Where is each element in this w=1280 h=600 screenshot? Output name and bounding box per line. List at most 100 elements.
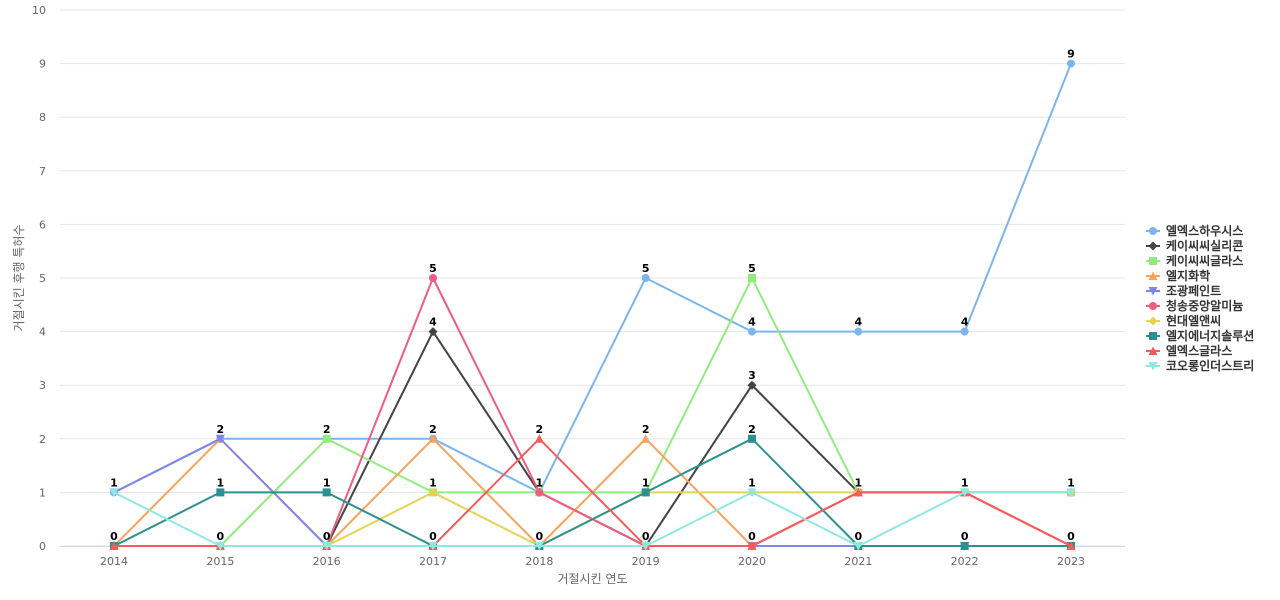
legend-item[interactable]: 코오롱인더스트리: [1146, 358, 1254, 373]
data-label: 1: [110, 476, 118, 489]
data-point: [960, 327, 969, 336]
series-line: [113, 63, 1072, 494]
legend-marker: [1148, 271, 1158, 280]
legend-item[interactable]: 엘엑스글라스: [1146, 343, 1232, 358]
y-tick-label: 0: [39, 540, 46, 553]
data-point: [216, 488, 225, 497]
series-layer: [109, 59, 1076, 551]
legend-marker: [1149, 332, 1157, 340]
data-point: [641, 434, 651, 443]
data-label: 1: [536, 476, 544, 489]
x-axis-ticks: 2014 2015 2016 2017 2018 2019 2020 2021 2022 2023: [100, 555, 1085, 568]
y-tick-label: 4: [39, 326, 46, 339]
x-tick-label: 2019: [632, 555, 660, 568]
data-label: 0: [217, 530, 225, 543]
legend-item[interactable]: 케이씨씨글라스: [1146, 253, 1243, 268]
data-point: [534, 542, 544, 551]
series-6: [110, 274, 1075, 550]
legend-label: 엘지화학: [1166, 268, 1210, 283]
legend-label: 현대엘앤씨: [1166, 313, 1221, 328]
data-label: 5: [748, 262, 756, 275]
data-point: [428, 327, 438, 337]
legend-marker: [1149, 257, 1157, 265]
legend-item[interactable]: 엘지에너지솔루션: [1146, 328, 1254, 343]
y-tick-label: 6: [39, 218, 46, 231]
data-label: 0: [429, 530, 437, 543]
x-tick-label: 2022: [951, 555, 979, 568]
data-point: [853, 542, 863, 551]
legend-label: 케이씨씨글라스: [1166, 253, 1243, 268]
data-label: 3: [748, 369, 756, 382]
data-label: 1: [748, 476, 756, 489]
data-label: 1: [642, 476, 650, 489]
data-point: [747, 541, 757, 550]
data-label: 2: [429, 423, 437, 436]
legend-item[interactable]: 조광페인트: [1146, 283, 1221, 298]
data-point: [641, 488, 650, 497]
legend-item[interactable]: 케이씨씨실리콘: [1146, 238, 1243, 253]
data-label: 0: [961, 530, 969, 543]
legend-marker: [1148, 241, 1158, 251]
data-point: [534, 434, 544, 443]
x-axis-title: 거절시킨 연도: [557, 572, 627, 586]
data-point: [1066, 488, 1076, 497]
legend-item[interactable]: 현대엘앤씨: [1146, 313, 1221, 328]
data-point: [428, 434, 438, 443]
data-point: [215, 434, 225, 444]
data-label: 1: [1067, 476, 1075, 489]
data-point: [960, 488, 970, 497]
legend-item[interactable]: 엘지화학: [1146, 268, 1210, 283]
legend: 엘엑스하우시스케이씨씨실리콘케이씨씨글라스엘지화학조광페인트청송중앙알미늄현대엘…: [1146, 223, 1254, 373]
data-point: [428, 487, 438, 497]
legend-label: 청송중앙알미늄: [1166, 298, 1243, 313]
data-point: [748, 274, 756, 282]
series-10: [109, 488, 1076, 551]
legend-marker: [1148, 316, 1158, 326]
series-line: [113, 437, 1071, 547]
data-label: 4: [429, 316, 437, 329]
data-label: 5: [429, 262, 437, 275]
data-label: 0: [110, 530, 118, 543]
data-point: [1066, 541, 1076, 550]
data-label: 9: [1067, 48, 1075, 61]
x-tick-label: 2020: [738, 555, 766, 568]
data-label: 2: [536, 423, 544, 436]
data-label: 2: [323, 423, 331, 436]
legend-label: 코오롱인더스트리: [1166, 358, 1254, 373]
data-point: [429, 274, 437, 282]
x-tick-label: 2015: [206, 555, 234, 568]
data-point: [428, 542, 438, 551]
data-label: 1: [961, 476, 969, 489]
legend-marker: [1149, 302, 1157, 310]
data-point: [215, 542, 225, 551]
legend-marker: [1148, 287, 1158, 296]
x-tick-label: 2016: [313, 555, 341, 568]
legend-label: 케이씨씨실리콘: [1166, 238, 1243, 253]
y-tick-label: 8: [39, 111, 46, 124]
legend-item[interactable]: 청송중앙알미늄: [1146, 298, 1243, 313]
x-tick-label: 2023: [1057, 555, 1085, 568]
data-point: [322, 488, 331, 497]
y-tick-label: 5: [39, 272, 46, 285]
data-point: [322, 434, 331, 443]
data-label: 1: [323, 476, 331, 489]
series-line: [114, 277, 1072, 547]
series-line: [113, 491, 1071, 547]
y-tick-label: 7: [39, 165, 46, 178]
data-label: 4: [855, 316, 863, 329]
legend-item[interactable]: 엘엑스하우시스: [1146, 223, 1243, 238]
x-tick-label: 2021: [844, 555, 872, 568]
data-label: 2: [642, 423, 650, 436]
legend-marker: [1148, 346, 1158, 355]
data-point: [748, 434, 756, 443]
legend-marker: [1149, 227, 1157, 235]
data-label: 5: [642, 262, 650, 275]
data-label: 2: [217, 423, 225, 436]
y-axis-ticks: 0 1 2 3 4 5 6 7 8 9 10: [32, 4, 46, 553]
data-point: [641, 542, 651, 551]
y-tick-label: 1: [39, 486, 46, 499]
data-point: [1067, 59, 1075, 68]
data-point: [747, 488, 757, 497]
data-label: 4: [748, 316, 756, 329]
y-tick-label: 2: [39, 433, 46, 446]
